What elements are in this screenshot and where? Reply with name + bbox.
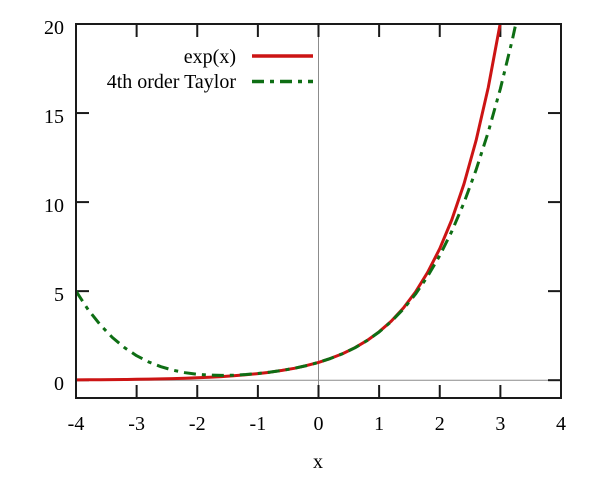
series-curve-exp — [76, 24, 502, 382]
y-tick-label: 15 — [44, 106, 64, 128]
x-tick-label: -4 — [68, 413, 85, 435]
plot-border — [75, 23, 562, 399]
x-tick-label: -1 — [250, 413, 267, 435]
x-tick-label: 4 — [556, 413, 566, 435]
y-tick-label: 5 — [54, 284, 64, 306]
legend-label-exp: exp(x) — [184, 46, 236, 68]
y-tick-label: 20 — [44, 17, 64, 39]
y-tick-label: 0 — [54, 373, 64, 395]
x-tick-label: 1 — [374, 413, 384, 435]
x-tick-label: -3 — [128, 413, 145, 435]
plot-area: -4 -3 -2 -1 0 1 2 3 4 0 5 10 15 20 — [44, 17, 566, 435]
x-tick-label: -2 — [189, 413, 206, 435]
legend: exp(x) 4th order Taylor — [107, 46, 313, 93]
y-tick-label: 10 — [44, 195, 64, 217]
x-tick-label: 2 — [435, 413, 445, 435]
x-tick-label: 3 — [495, 413, 505, 435]
legend-label-taylor: 4th order Taylor — [107, 71, 237, 93]
x-tick-label: 0 — [314, 413, 324, 435]
x-axis-label: x — [313, 451, 323, 473]
